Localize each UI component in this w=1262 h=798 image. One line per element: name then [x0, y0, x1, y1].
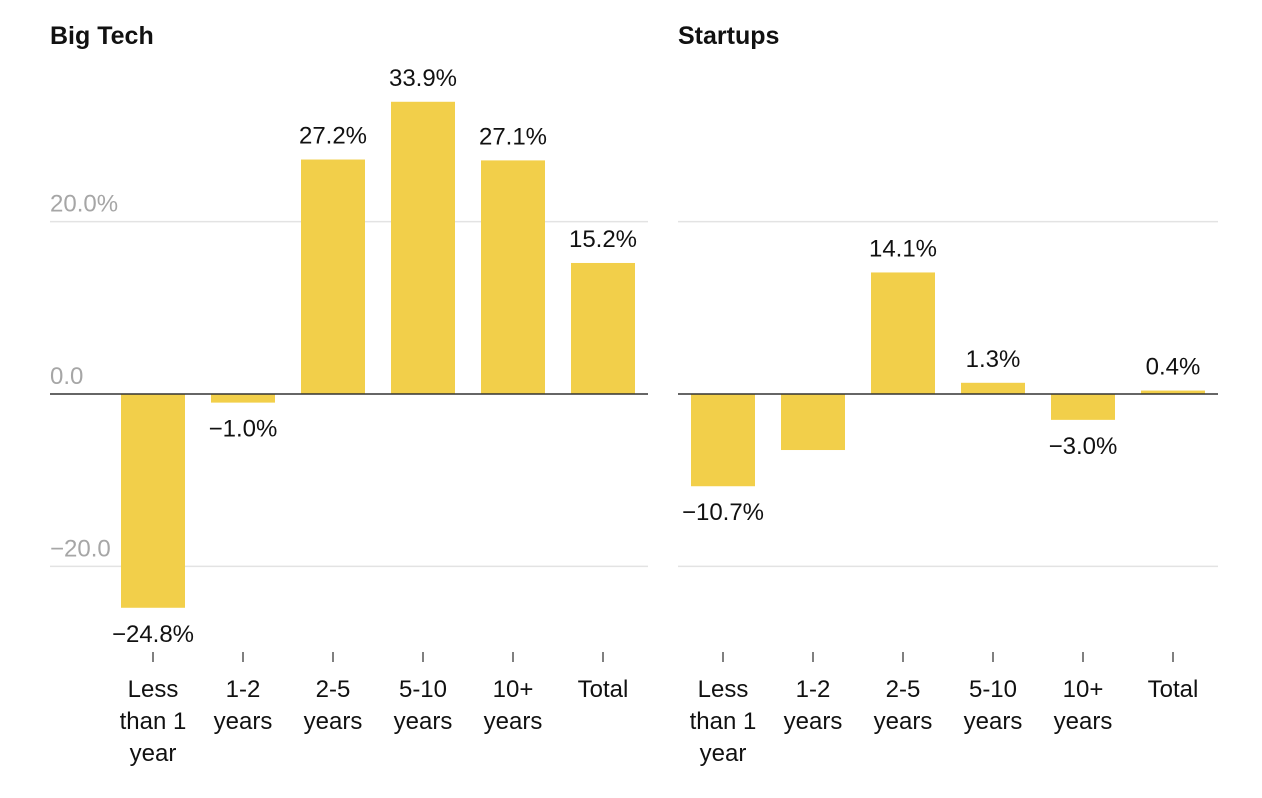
bar	[1141, 390, 1205, 394]
x-tick-label-line: 2-5	[316, 676, 351, 703]
bar	[301, 159, 365, 394]
bar	[571, 262, 635, 394]
chart-panel: Big Tech −20.0 0.0 20.0% −24.8% −1.0% 27.2% 33.…	[50, 22, 648, 767]
bar	[781, 394, 845, 451]
x-tick-label-line: 1-2	[226, 676, 261, 703]
x-tick-label-line: 10+	[1063, 676, 1104, 703]
x-tick-label-line: years	[964, 708, 1023, 735]
x-tick-label-line: year	[130, 740, 177, 767]
panel-title: Startups	[678, 22, 779, 50]
x-tick-label-line: 5-10	[969, 676, 1017, 703]
data-label: −24.8%	[112, 621, 194, 648]
x-tick-label: Total	[578, 676, 629, 703]
x-tick-label-line: 10+	[493, 676, 534, 703]
bar	[1051, 394, 1115, 420]
data-label: 27.1%	[479, 123, 547, 150]
bar	[691, 394, 755, 487]
x-tick-label-line: than 1	[690, 708, 757, 735]
x-tick-label-line: years	[394, 708, 453, 735]
x-tick-label-line: years	[304, 708, 363, 735]
x-tick-label-line: years	[1054, 708, 1113, 735]
bar	[121, 394, 185, 608]
x-tick-label-line: years	[784, 708, 843, 735]
x-tick-label: 10+ years	[1054, 676, 1113, 735]
bar	[871, 272, 935, 394]
x-tick-label: 10+ years	[484, 676, 543, 735]
x-tick-label: Less than 1 year	[690, 676, 757, 767]
x-tick-label-line: years	[214, 708, 273, 735]
x-tick-label-line: year	[700, 740, 747, 767]
data-label: 1.3%	[966, 346, 1021, 373]
bar	[481, 160, 545, 394]
y-tick-label: 20.0%	[50, 191, 118, 218]
x-tick-label: 1-2 years	[214, 676, 273, 735]
x-tick-label-line: 5-10	[399, 676, 447, 703]
x-tick-label-line: Total	[1148, 676, 1199, 703]
data-label: −1.0%	[209, 416, 278, 443]
x-tick-label-line: years	[484, 708, 543, 735]
bar	[211, 394, 275, 403]
y-tick-label: −20.0	[50, 535, 111, 562]
data-label: 15.2%	[569, 226, 637, 253]
data-label: −3.0%	[1049, 433, 1118, 460]
x-tick-label: 2-5 years	[874, 676, 933, 735]
x-tick-label-line: 2-5	[886, 676, 921, 703]
x-tick-label: 1-2 years	[784, 676, 843, 735]
data-label: 14.1%	[869, 235, 937, 262]
data-label: 27.2%	[299, 123, 367, 150]
x-tick-label: 5-10 years	[964, 676, 1023, 735]
x-tick-label: Total	[1148, 676, 1199, 703]
data-label: 33.9%	[389, 65, 457, 92]
y-tick-label: 0.0	[50, 363, 83, 390]
chart-panel: Startups −10.7% 14.1% 1.3% −3.0% 0.4% Less than…	[678, 22, 1218, 767]
x-tick-label-line: years	[874, 708, 933, 735]
data-label: −10.7%	[682, 499, 764, 526]
x-tick-label-line: than 1	[120, 708, 187, 735]
data-label: 0.4%	[1146, 354, 1201, 381]
x-tick-label-line: Less	[128, 676, 179, 703]
x-tick-label-line: Total	[578, 676, 629, 703]
x-tick-label: Less than 1 year	[120, 676, 187, 767]
bar	[961, 382, 1025, 394]
x-tick-label-line: Less	[698, 676, 749, 703]
x-tick-label: 5-10 years	[394, 676, 453, 735]
x-tick-label: 2-5 years	[304, 676, 363, 735]
panel-title: Big Tech	[50, 22, 154, 50]
x-tick-label-line: 1-2	[796, 676, 831, 703]
bar	[391, 101, 455, 395]
